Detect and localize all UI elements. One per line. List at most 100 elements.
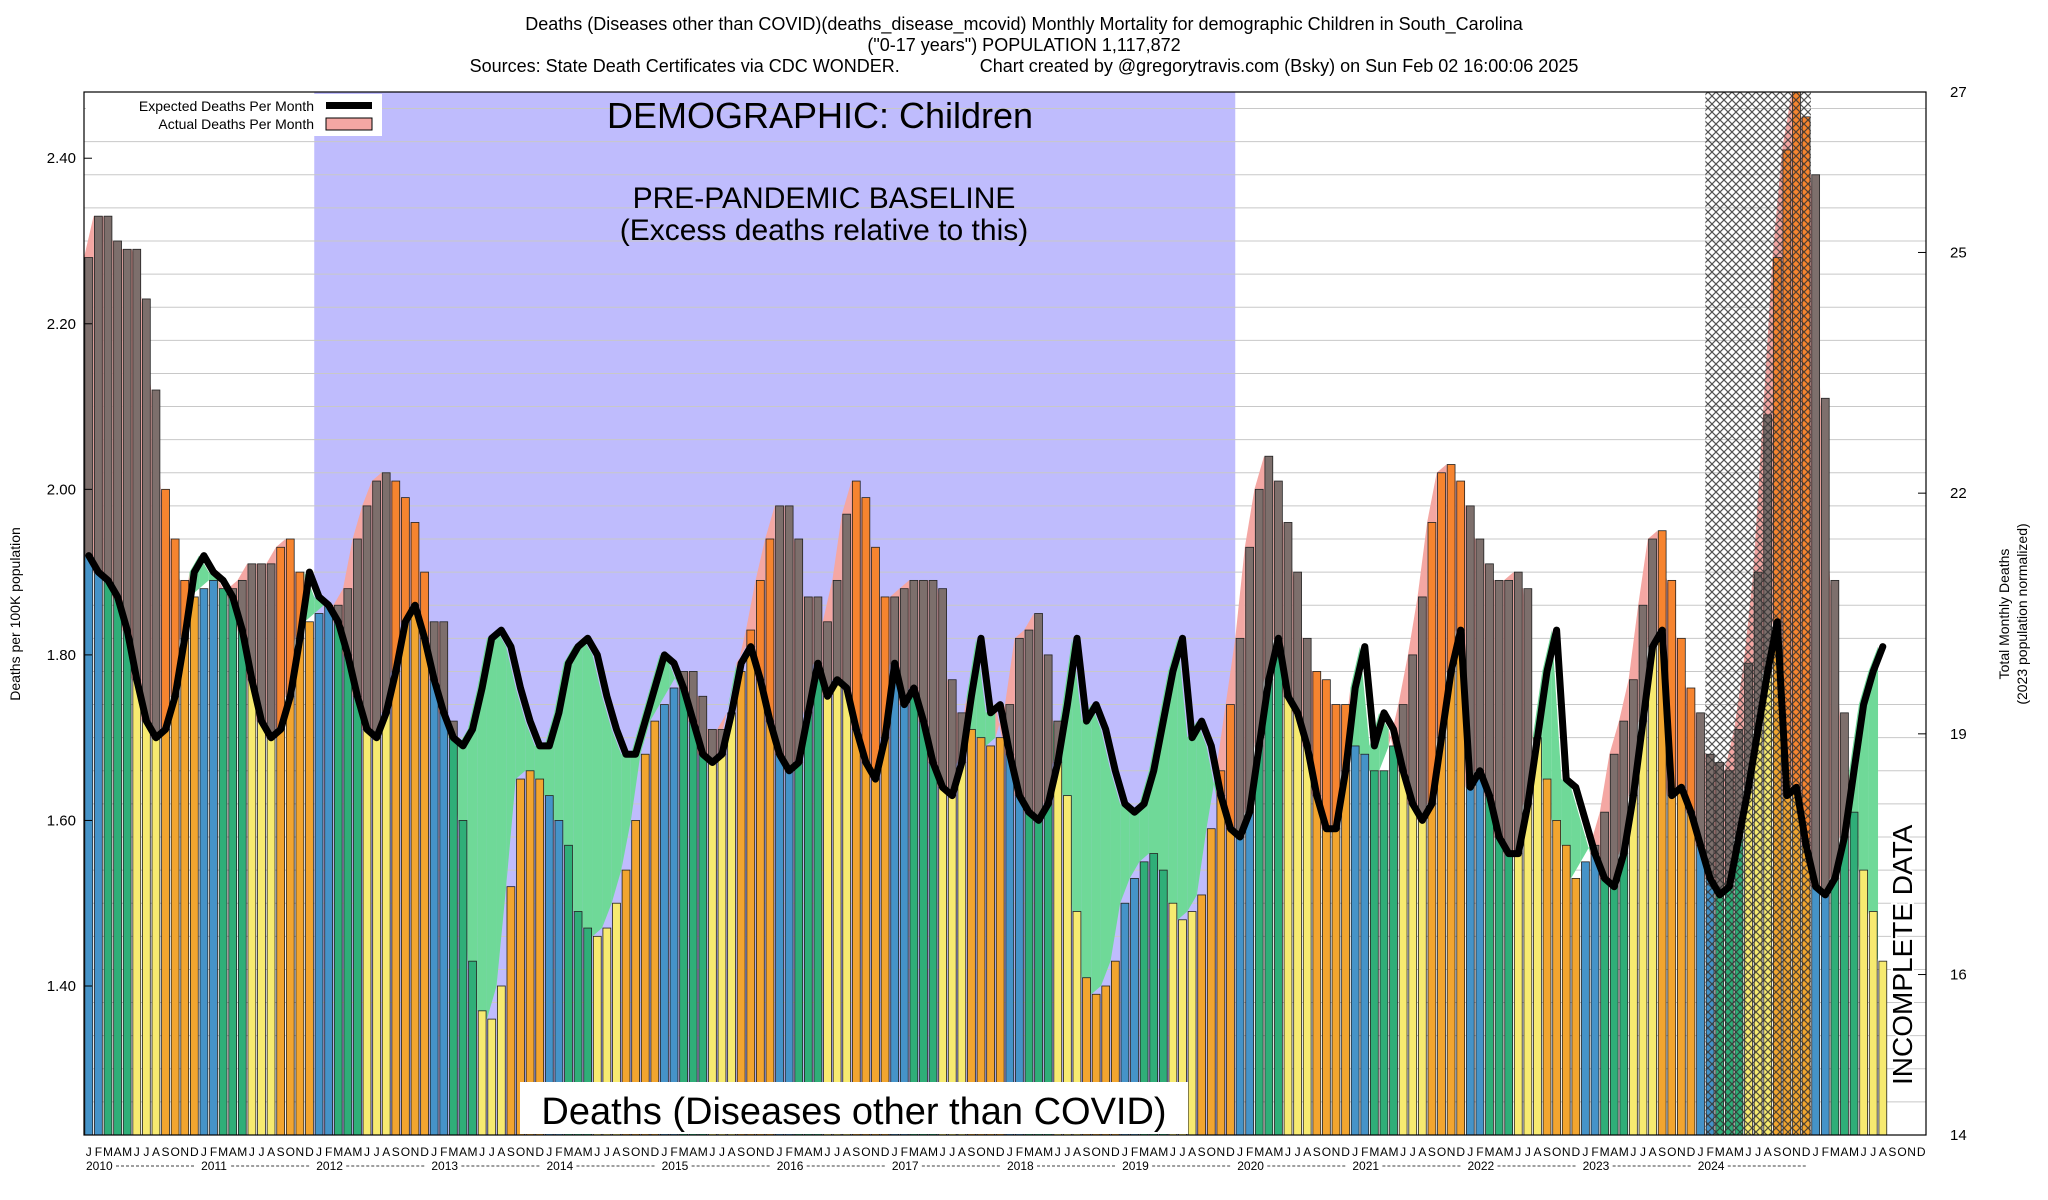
x-month-label: J <box>1352 1145 1358 1159</box>
month-bar-excess <box>1293 571 1302 714</box>
legend: Expected Deaths Per Month Actual Deaths … <box>86 94 382 136</box>
x-month-label: M <box>237 1145 247 1159</box>
x-month-label: D <box>305 1145 314 1159</box>
month-bar <box>142 720 151 1136</box>
x-month-label: N <box>296 1145 305 1159</box>
x-month-label: O <box>861 1145 870 1159</box>
x-year-label: 2021 <box>1352 1159 1379 1173</box>
month-bar <box>218 588 228 1136</box>
month-bar <box>1811 886 1821 1136</box>
x-month-label: J <box>709 1145 715 1159</box>
x-month-label: N <box>1562 1145 1571 1159</box>
month-bar <box>516 778 525 1136</box>
x-month-label: A <box>1150 1145 1158 1159</box>
month-bar <box>995 737 1005 1136</box>
month-bar <box>746 646 756 1136</box>
x-month-label: M <box>909 1145 919 1159</box>
month-bar <box>794 762 804 1136</box>
month-bar <box>189 596 199 1136</box>
x-month-label: M <box>122 1145 132 1159</box>
x-month-label: N <box>871 1145 880 1159</box>
x-month-label: D <box>1802 1145 1811 1159</box>
month-bar <box>362 728 372 1136</box>
x-month-label: A <box>612 1145 620 1159</box>
month-bar <box>976 737 986 1136</box>
x-month-label: N <box>1907 1145 1916 1159</box>
bottom-series-label: Deaths (Diseases other than COVID) <box>541 1091 1166 1133</box>
x-month-label: F <box>1706 1145 1713 1159</box>
month-bar <box>1504 853 1514 1136</box>
month-bar <box>1561 844 1571 1136</box>
x-month-label: J <box>143 1145 149 1159</box>
x-month-label: D <box>881 1145 890 1159</box>
month-bar <box>496 985 506 1136</box>
x-month-label: S <box>622 1145 630 1159</box>
month-bar <box>439 712 449 1136</box>
month-bar <box>1475 770 1485 1136</box>
month-bar <box>928 762 938 1136</box>
x-month-label: F <box>440 1145 447 1159</box>
excess-fill-slice <box>1072 638 1082 978</box>
excess-fill-slice <box>1551 630 1562 846</box>
x-month-label: M <box>1389 1145 1399 1159</box>
excess-fill-slice <box>496 630 507 986</box>
x-month-label: M <box>1369 1145 1379 1159</box>
month-bar <box>1609 886 1619 1136</box>
excess-fill-slice <box>1100 729 1111 986</box>
month-bar-excess <box>1264 455 1274 681</box>
month-bar-excess <box>1024 629 1034 813</box>
month-bar <box>1581 861 1590 1136</box>
month-bar <box>1686 811 1696 1136</box>
excess-fill-slice <box>467 688 478 1011</box>
x-month-label: S <box>1428 1145 1436 1159</box>
month-bar <box>1331 828 1341 1136</box>
month-bar <box>477 1010 487 1136</box>
x-month-label: J <box>546 1145 552 1159</box>
x-month-label: D <box>1687 1145 1696 1159</box>
month-bar-excess <box>842 513 852 689</box>
chart-title: Deaths (Diseases other than COVID)(death… <box>525 14 1523 35</box>
x-month-label: J <box>258 1145 264 1159</box>
month-bar <box>1638 720 1648 1136</box>
x-month-label: N <box>1332 1145 1341 1159</box>
month-bar-excess <box>266 563 276 739</box>
expected-deaths-line <box>85 552 1887 899</box>
excess-fill-slice <box>525 721 535 780</box>
x-month-label: D <box>190 1145 199 1159</box>
x-month-label: D <box>1456 1145 1465 1159</box>
incomplete-data-hatch <box>1705 92 1811 1135</box>
month-bar-excess <box>861 497 871 763</box>
month-bar-excess <box>832 579 842 681</box>
x-month-label: J <box>1582 1145 1588 1159</box>
x-month-label: S <box>162 1145 170 1159</box>
month-bar-excess <box>775 505 784 755</box>
x-month-label: J <box>1698 1145 1704 1159</box>
plot-border <box>83 91 1927 1136</box>
x-month-label: A <box>1879 1145 1887 1159</box>
x-month-label: F <box>555 1145 562 1159</box>
month-bar <box>122 629 132 1136</box>
month-bar <box>401 621 410 1136</box>
month-bar <box>957 762 967 1136</box>
x-month-label: O <box>1322 1145 1331 1159</box>
y-axis-left: 1.40 1.60 1.80 2.00 2.20 2.40 <box>47 150 92 995</box>
x-month-label: O <box>1207 1145 1216 1159</box>
month-bar-excess <box>1235 637 1245 838</box>
x-month-label: J <box>431 1145 437 1159</box>
x-month-label: M <box>1849 1145 1859 1159</box>
x-month-label: A <box>1610 1145 1618 1159</box>
x-month-label: O <box>1667 1145 1676 1159</box>
x-month-label: O <box>516 1145 525 1159</box>
month-bar-excess <box>151 389 161 739</box>
month-bar-excess <box>851 480 861 730</box>
month-bar <box>851 728 861 1136</box>
x-month-label: F <box>901 1145 908 1159</box>
month-bar <box>736 671 746 1136</box>
x-month-label: A <box>689 1145 697 1159</box>
y-tick-label: 1.40 <box>47 978 76 995</box>
month-bar <box>305 621 314 1136</box>
x-month-label: F <box>1476 1145 1483 1159</box>
x-month-label: M <box>794 1145 804 1159</box>
x-month-label: A <box>267 1145 275 1159</box>
